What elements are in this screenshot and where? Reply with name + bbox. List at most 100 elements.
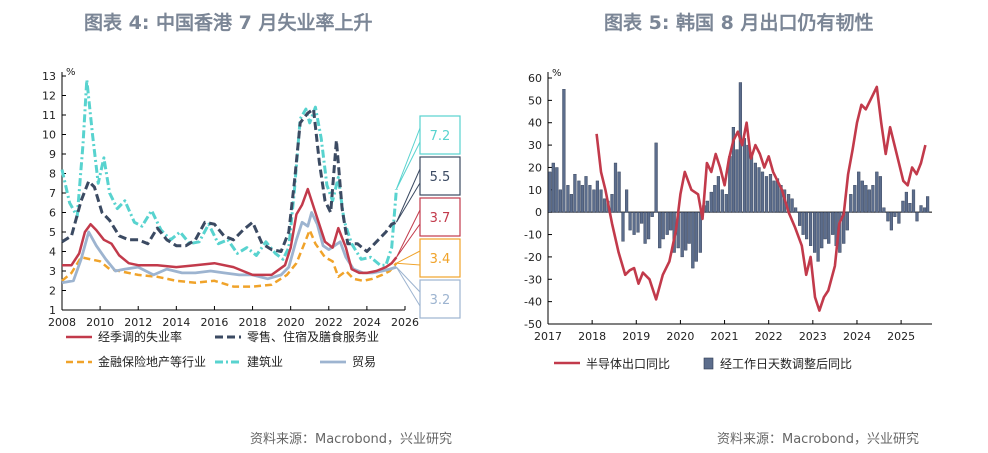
- end-value-label: 7.2: [430, 129, 451, 144]
- legend-label: 零售、住宿及膳食服务业: [247, 329, 379, 344]
- adjusted-bar: [790, 198, 794, 213]
- adjusted-bar: [584, 176, 588, 213]
- x-tick-label: 2008: [48, 316, 76, 329]
- end-value-label: 5.5: [430, 170, 451, 185]
- adjusted-bar: [904, 191, 908, 213]
- adjusted-bar: [919, 205, 923, 213]
- adjusted-bar: [687, 211, 691, 244]
- x-tick-label: 2012: [124, 316, 152, 329]
- adjusted-bar: [823, 211, 827, 240]
- callout-box: [419, 115, 461, 155]
- adjusted-bar: [889, 211, 893, 231]
- x-tick-label: 2022: [755, 330, 783, 343]
- end-value-label: 3.4: [430, 252, 451, 267]
- adjusted-bar: [831, 211, 835, 235]
- x-tick-label: 2024: [843, 330, 871, 343]
- adjusted-bar: [628, 211, 632, 231]
- adjusted-bar: [588, 185, 592, 213]
- x-tick-label: 2014: [162, 316, 190, 329]
- adjusted-bar: [911, 189, 916, 213]
- adjusted-bar: [772, 180, 776, 213]
- y-tick-label: 9: [49, 148, 56, 161]
- x-tick-label: 2021: [711, 330, 739, 343]
- adjusted-bar: [735, 149, 739, 213]
- adjusted-bar: [886, 211, 890, 222]
- y-tick-label: -50: [524, 318, 542, 331]
- x-tick-label: 2019: [622, 330, 650, 343]
- adjusted-bar: [720, 189, 724, 213]
- y-tick-label: 10: [42, 129, 56, 142]
- adjusted-bar: [893, 211, 897, 217]
- end-value-label: 3.7: [430, 211, 451, 226]
- y-tick-label: 60: [528, 72, 542, 85]
- adjusted-bar: [665, 211, 669, 235]
- adjusted-bar: [749, 156, 754, 213]
- x-tick-label: 2018: [578, 330, 606, 343]
- adjusted-bar: [643, 211, 647, 244]
- callout-box: [419, 197, 461, 237]
- adjusted-bar: [897, 211, 901, 224]
- end-value-label: 3.2: [430, 293, 451, 308]
- adjusted-bar: [669, 211, 673, 231]
- y-tick-label: 3: [49, 265, 56, 278]
- y-tick-label: -40: [524, 296, 542, 309]
- adjusted-bar: [650, 211, 654, 217]
- x-tick-label: 2024: [353, 316, 381, 329]
- adjusted-bar: [801, 211, 805, 235]
- y-tick-label: 11: [42, 109, 56, 122]
- x-tick-label: 2022: [315, 316, 343, 329]
- unit-label: %: [552, 68, 562, 79]
- y-tick-label: 4: [49, 246, 56, 259]
- adjusted-bar: [555, 167, 559, 213]
- adjusted-bar: [857, 171, 861, 213]
- y-tick-label: 1: [49, 304, 56, 317]
- unit-label: %: [66, 67, 76, 78]
- adjusted-bar: [548, 171, 552, 213]
- adjusted-bar: [871, 185, 875, 213]
- callout-box: [419, 279, 461, 319]
- adjusted-bar: [716, 176, 720, 213]
- adjusted-bar: [724, 194, 728, 213]
- callout-box: [419, 156, 461, 196]
- adjusted-bar: [901, 200, 905, 213]
- adjusted-bar: [757, 167, 761, 213]
- adjusted-bar: [558, 189, 562, 213]
- y-tick-label: 12: [42, 90, 56, 103]
- adjusted-bar: [661, 211, 665, 240]
- adjusted-bar: [827, 211, 831, 244]
- y-tick-label: 8: [49, 168, 56, 181]
- adjusted-bar: [867, 189, 871, 213]
- legend-label: 金融保险地产等行业: [98, 354, 206, 369]
- legend-label: 经工作日天数调整后同比: [720, 356, 852, 371]
- adjusted-bar: [878, 176, 882, 213]
- adjusted-bar: [908, 202, 912, 213]
- callout-box: [419, 238, 461, 278]
- adjusted-bar: [621, 211, 625, 242]
- left-source-note: 资料来源：Macrobond，兴业研究: [250, 432, 453, 447]
- legend-label: 半导体出口同比: [586, 357, 670, 371]
- callout-pointer: [395, 266, 421, 308]
- adjusted-bar: [760, 171, 765, 213]
- adjusted-bar: [654, 142, 658, 213]
- series-line-0: [62, 187, 398, 277]
- adjusted-bar: [580, 185, 584, 213]
- adjusted-bar: [926, 196, 930, 213]
- adjusted-bar: [617, 171, 621, 213]
- x-tick-label: 2017: [534, 330, 562, 343]
- y-tick-label: -20: [524, 251, 542, 264]
- adjusted-bar: [794, 207, 798, 213]
- adjusted-bar: [684, 211, 688, 251]
- x-tick-label: 2016: [200, 316, 228, 329]
- legend-label: 建筑业: [247, 354, 283, 369]
- y-tick-label: 40: [528, 117, 542, 130]
- adjusted-bar: [613, 162, 618, 213]
- adjusted-bar: [875, 171, 879, 213]
- legend-label: 经季调的失业率: [98, 329, 182, 344]
- left-chart-title: 图表 4: 中国香港 7 月失业率上升: [84, 12, 373, 34]
- adjusted-bar: [632, 211, 636, 235]
- adjusted-bar: [820, 211, 824, 249]
- x-tick-label: 2020: [277, 316, 305, 329]
- y-tick-label: 10: [528, 184, 542, 197]
- adjusted-bar: [569, 194, 573, 213]
